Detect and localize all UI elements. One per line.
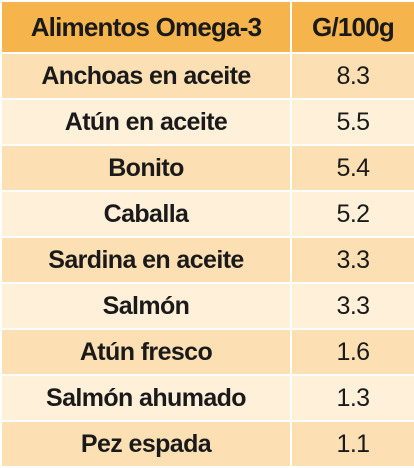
table-row: Atún en aceite 5.5 xyxy=(0,98,414,146)
omega3-value: 1.6 xyxy=(290,328,414,376)
table-row: Anchoas en aceite 8.3 xyxy=(0,52,414,100)
omega3-value: 3.3 xyxy=(290,282,414,330)
omega3-value: 8.3 xyxy=(290,52,414,100)
food-name: Caballa xyxy=(0,190,292,238)
table-row: Salmón ahumado 1.3 xyxy=(0,374,414,422)
omega3-value: 1.3 xyxy=(290,374,414,422)
table-row: Pez espada 1.1 xyxy=(0,420,414,468)
omega3-value: 5.5 xyxy=(290,98,414,146)
column-header: G/100g xyxy=(290,0,414,54)
omega3-value: 1.1 xyxy=(290,420,414,468)
table-row: Sardina en aceite 3.3 xyxy=(0,236,414,284)
omega3-value: 5.2 xyxy=(290,190,414,238)
header-row: Alimentos Omega-3 G/100g xyxy=(0,0,414,54)
food-name: Atún fresco xyxy=(0,328,292,376)
table-row: Atún fresco 1.6 xyxy=(0,328,414,376)
food-name: Anchoas en aceite xyxy=(0,52,292,100)
omega3-value: 5.4 xyxy=(290,144,414,192)
food-name: Bonito xyxy=(0,144,292,192)
food-name: Salmón xyxy=(0,282,292,330)
table-row: Caballa 5.2 xyxy=(0,190,414,238)
table-row: Bonito 5.4 xyxy=(0,144,414,192)
food-name: Sardina en aceite xyxy=(0,236,292,284)
omega3-value: 3.3 xyxy=(290,236,414,284)
food-name: Atún en aceite xyxy=(0,98,292,146)
food-name: Salmón ahumado xyxy=(0,374,292,422)
food-name: Pez espada xyxy=(0,420,292,468)
column-header: Alimentos Omega-3 xyxy=(0,0,292,54)
table-row: Salmón 3.3 xyxy=(0,282,414,330)
